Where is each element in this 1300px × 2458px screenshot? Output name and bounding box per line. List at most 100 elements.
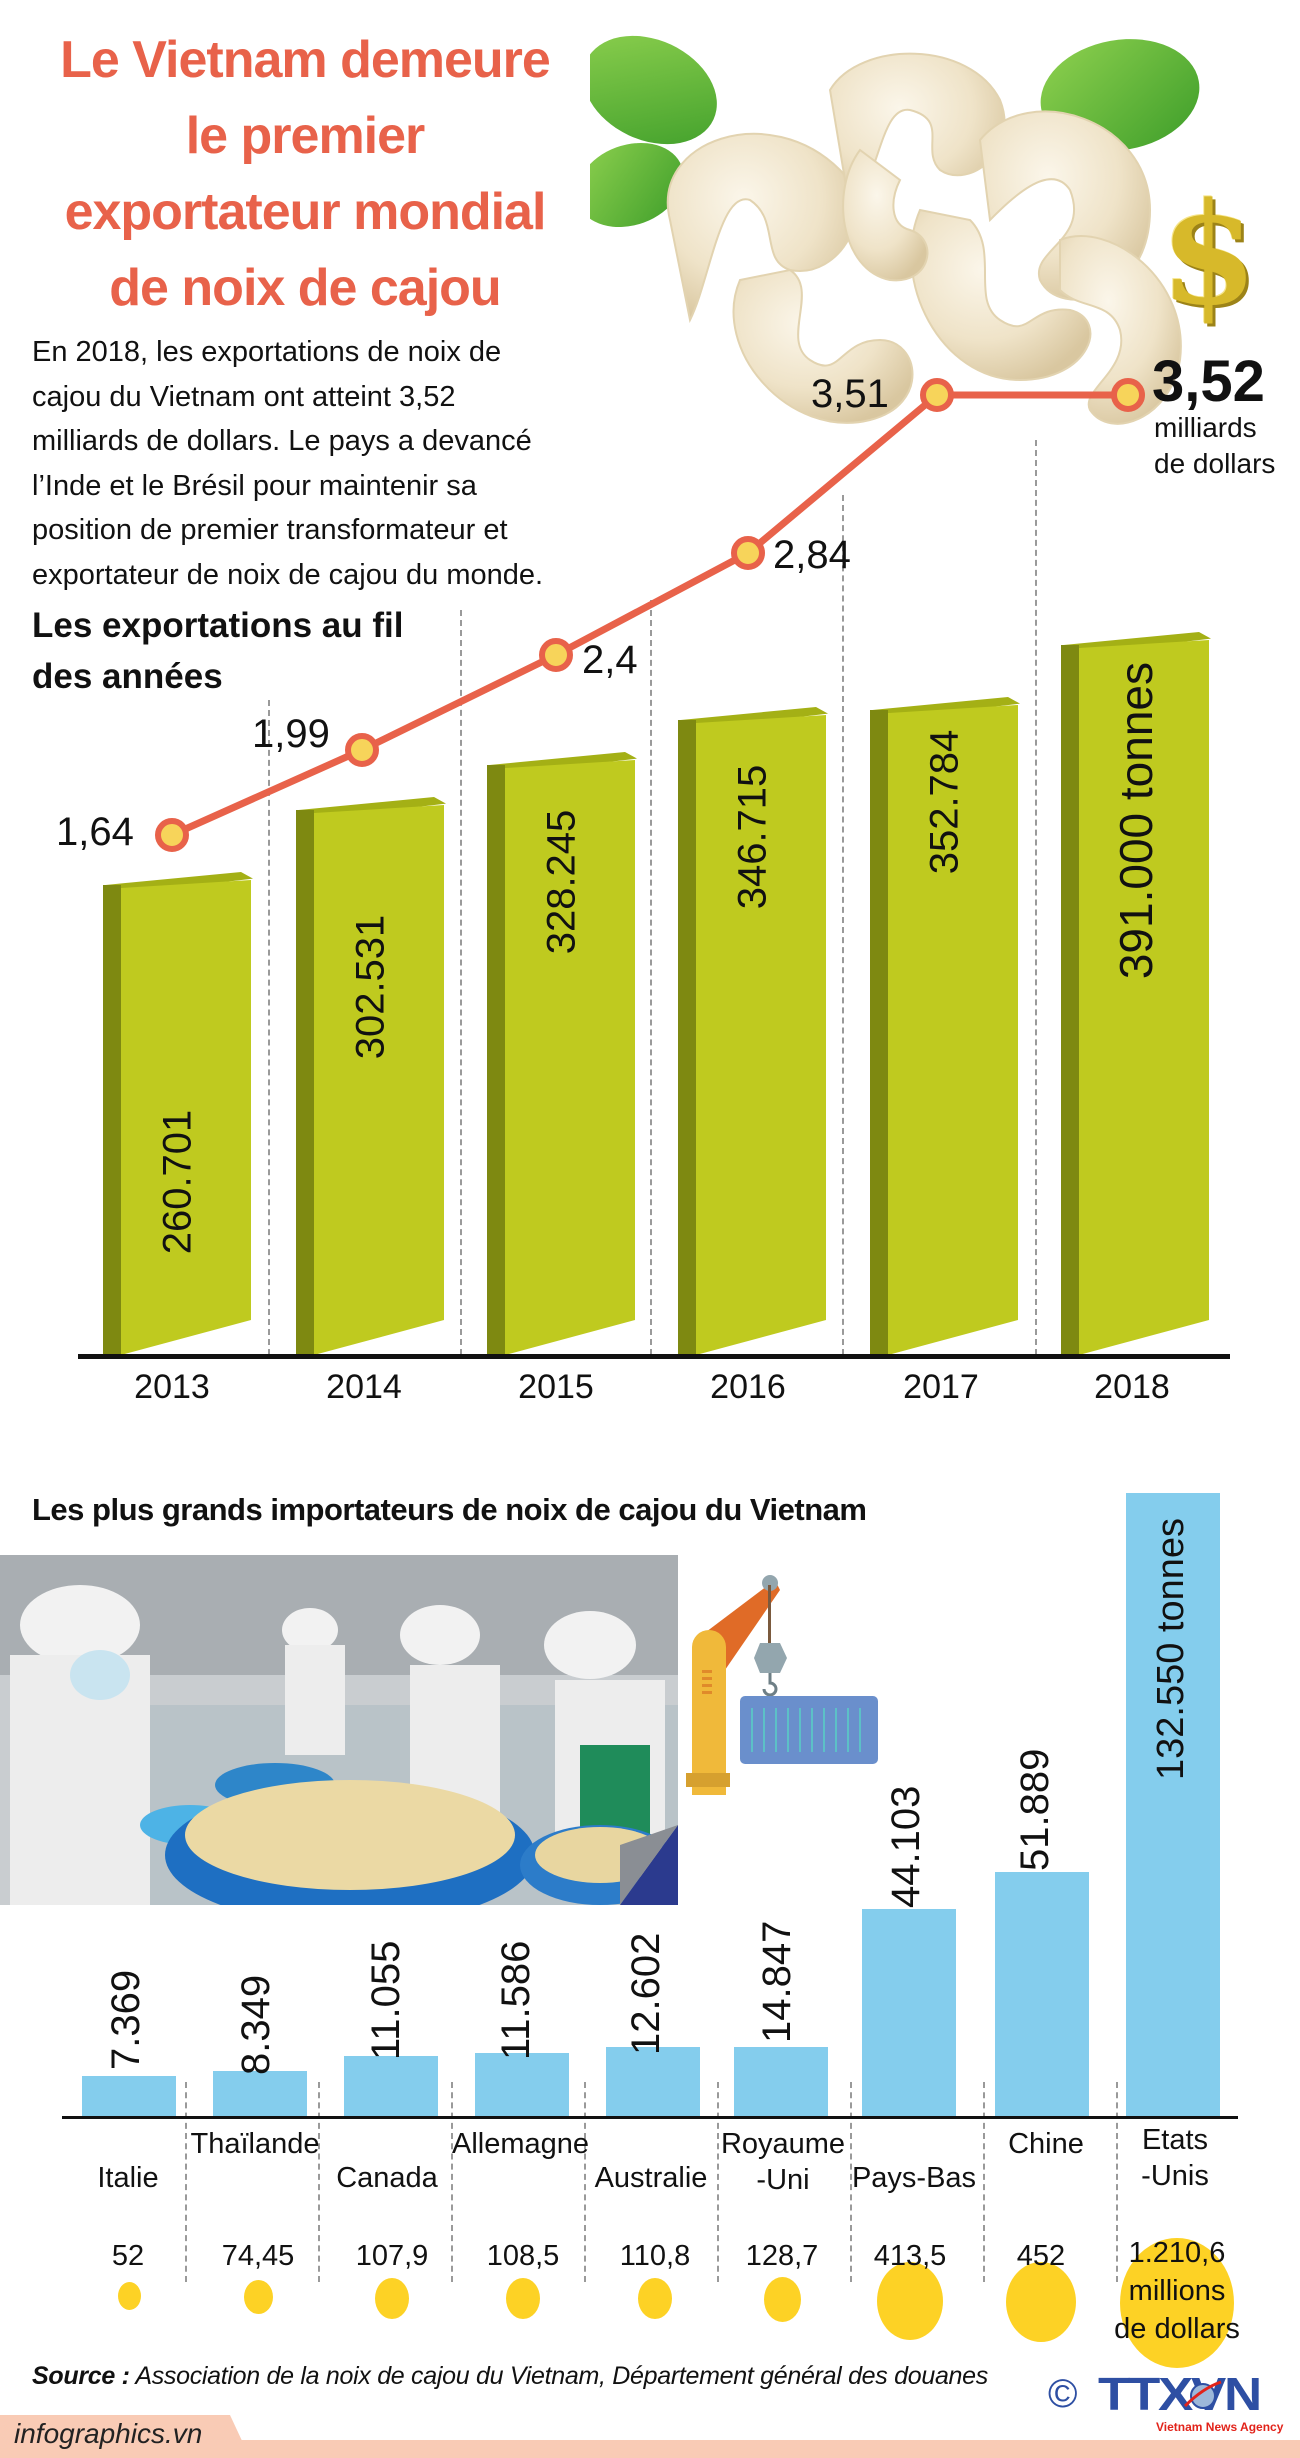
importer-value-label: 7.369: [104, 1969, 148, 2070]
value-bubble: [1120, 2238, 1234, 2368]
bar-2016: 346.715: [678, 707, 828, 1355]
importer-bar-australie: [606, 2047, 700, 2117]
grid-separator: [318, 2082, 320, 2282]
value-bubble: [638, 2278, 672, 2319]
x-axis: [78, 1354, 1230, 1359]
importer-value-label: 8.349: [234, 1974, 278, 2075]
total-value-unit: milliards de dollars: [1154, 410, 1275, 482]
grid-separator: [842, 495, 844, 1355]
value-line: [170, 391, 1128, 839]
importer-value-label: 11.055: [364, 1940, 408, 2060]
importer-value-label: 132.550 tonnes: [1150, 1517, 1192, 1780]
dollar-sign-icon: $: [1160, 173, 1258, 337]
title-line: Le Vietnam demeure: [60, 31, 551, 89]
bar-2018: 391.000 tonnes: [1061, 632, 1211, 1355]
importer-value-label: 12.602: [624, 1932, 668, 2055]
grid-separator: [1116, 2082, 1118, 2282]
footer-band: [0, 2440, 1300, 2458]
total-value: 3,52: [1152, 349, 1265, 414]
globe-icon: [1183, 2380, 1222, 2409]
country-label-line: -Unis: [1141, 2160, 1209, 2192]
x-tick-label: 2015: [518, 1368, 594, 1406]
grid-separator: [268, 700, 270, 1355]
title-line: le premier: [185, 107, 426, 165]
intro-paragraph: En 2018, les exportations de noix de caj…: [32, 330, 652, 597]
x-tick-label: 2013: [134, 1368, 210, 1406]
country-label: Etats -Unis: [1110, 2122, 1240, 2194]
grid-separator: [584, 2082, 586, 2282]
grid-separator: [185, 2082, 187, 2282]
usd-value-label: 108,5: [486, 2240, 560, 2272]
usd-value-label: 452: [1016, 2240, 1066, 2272]
copyright-icon: ©: [1048, 2372, 1078, 2416]
heading-line: des années: [32, 657, 223, 696]
line-point: [731, 536, 765, 570]
usd-unit-line: millions: [1128, 2275, 1226, 2307]
importer-bar-allemagne: [475, 2053, 569, 2117]
x-tick-label: 2017: [903, 1368, 979, 1406]
line-point: [345, 733, 379, 767]
country-label-line: Etats: [1141, 2124, 1209, 2156]
line-point-label: 3,51: [811, 372, 889, 416]
bar-2014: 302.531: [296, 797, 446, 1355]
source-note: Source : Association de la noix de cajou…: [32, 2362, 988, 2391]
line-point: [1111, 378, 1145, 412]
bar-value-label: 260.701: [155, 1109, 200, 1255]
heading-line: Les exportations au fil: [32, 606, 404, 645]
footer-tab: [0, 2415, 250, 2458]
factory-workers-photo: [0, 1555, 678, 1905]
importer-bar-canada: [344, 2056, 438, 2117]
crane-container-icon: [686, 1575, 878, 1795]
value-bubble: [1006, 2262, 1076, 2342]
line-point-label: 1,64: [56, 810, 134, 854]
grid-separator: [460, 610, 462, 1355]
intro-line: position de premier transformateur et: [32, 514, 508, 546]
logo-text: TTXVN: [1098, 2368, 1262, 2420]
importer-bar-pays-bas: [862, 1909, 956, 2117]
usd-value-label: 107,9: [355, 2240, 429, 2272]
country-label-line: -Uni: [756, 2164, 810, 2196]
country-label: Australie: [594, 2162, 708, 2194]
grid-separator: [451, 2082, 453, 2282]
x-tick-label: 2016: [710, 1368, 786, 1406]
country-label: Chine: [1008, 2128, 1084, 2160]
importer-bar-royaume-uni: [734, 2047, 828, 2117]
unit-line: de dollars: [1154, 448, 1276, 479]
site-link[interactable]: infographics.vn: [14, 2418, 203, 2449]
line-point-label: 2,4: [582, 638, 638, 682]
x-axis: [62, 2116, 1238, 2119]
country-label: Pays-Bas: [851, 2162, 977, 2194]
usd-unit-line: de dollars: [1114, 2313, 1240, 2345]
grid-separator: [850, 2082, 852, 2282]
grid-separator: [717, 2082, 719, 2282]
source-label: Source :: [32, 2362, 130, 2390]
unit-line: milliards: [1154, 412, 1257, 443]
x-tick-label: 2014: [326, 1368, 402, 1406]
section-heading-exports: Les exportations au fil des années: [32, 600, 403, 702]
page-title: Le Vietnam demeure le premier exportateu…: [0, 22, 610, 326]
value-bubble: [375, 2278, 409, 2319]
country-label: Thaïlande: [190, 2128, 320, 2160]
usd-value-label: 52: [111, 2240, 145, 2272]
usd-value-label: 413,5: [873, 2240, 947, 2272]
intro-line: l’Inde et le Brésil pour maintenir sa: [32, 469, 477, 502]
importer-value-label: 11.586: [494, 1940, 538, 2060]
intro-line: En 2018, les exportations de noix de: [32, 336, 502, 368]
usd-value-line: 1.210,6: [1128, 2237, 1226, 2269]
country-label: Royaume -Uni: [718, 2126, 848, 2198]
section-heading-importers: Les plus grands importateurs de noix de …: [32, 1492, 867, 1527]
ttxvn-logo: © TTXVN Vietnam News Agency: [1048, 2368, 1283, 2440]
bar-2015: 328.245: [487, 752, 637, 1355]
line-point: [920, 378, 954, 412]
line-point: [155, 818, 189, 852]
country-label: Canada: [336, 2162, 438, 2194]
importer-value-label: 44.103: [884, 1785, 928, 1908]
usd-value-label: 110,8: [619, 2240, 691, 2272]
usd-value-label: 74,45: [221, 2240, 295, 2272]
line-point-label: 2,84: [773, 533, 851, 577]
grid-separator: [983, 2082, 985, 2282]
importer-value-label: 51.889: [1013, 1748, 1057, 1871]
importer-bar-thailande: [213, 2071, 307, 2117]
bar-2017: 352.784: [870, 697, 1020, 1355]
x-tick-label: 2018: [1094, 1368, 1170, 1406]
